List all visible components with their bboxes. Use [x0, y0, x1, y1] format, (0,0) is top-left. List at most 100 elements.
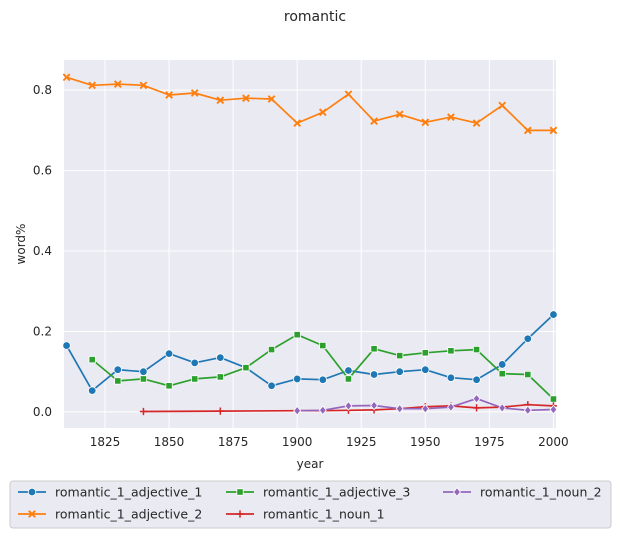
- data-point: [190, 358, 199, 368]
- series-line-romantic_1_adjective_2: [66, 76, 554, 132]
- data-point: [447, 113, 455, 121]
- data-point: [447, 402, 455, 412]
- data-point: [344, 90, 353, 99]
- series-markers: [62, 73, 558, 416]
- data-point: [318, 405, 327, 416]
- y-tick-label: 0.8: [33, 83, 52, 97]
- data-point: [395, 403, 404, 414]
- data-point: [472, 404, 481, 412]
- data-point: [472, 119, 481, 128]
- legend: romantic_1_adjective_1 romantic_1_adjecti…: [9, 480, 612, 529]
- data-point: [114, 377, 122, 385]
- x-tick-label: 1925: [346, 435, 377, 449]
- x-tick-label: 1850: [154, 435, 185, 449]
- data-point: [293, 331, 301, 339]
- legend-marker: [236, 510, 244, 518]
- data-point: [395, 367, 404, 376]
- y-tick-label: 0.2: [33, 324, 52, 338]
- data-point: [216, 407, 224, 415]
- data-point: [421, 349, 429, 357]
- data-point: [319, 341, 327, 350]
- data-point: [421, 403, 430, 414]
- data-point: [395, 110, 404, 119]
- data-point: [524, 370, 532, 379]
- legend-entry: romantic_1_adjective_1: [55, 485, 202, 500]
- data-point: [216, 373, 224, 381]
- data-point: [370, 117, 378, 126]
- data-point: [396, 352, 404, 360]
- data-point: [421, 365, 430, 374]
- data-point: [293, 405, 302, 416]
- data-point: [62, 341, 71, 350]
- data-point: [165, 91, 173, 99]
- x-tick-label: 1875: [218, 435, 249, 449]
- y-tick-label: 0.4: [33, 244, 52, 258]
- legend-marker: [453, 487, 461, 497]
- data-point: [472, 375, 481, 384]
- data-point: [549, 310, 558, 319]
- data-point: [446, 373, 456, 382]
- data-point: [370, 400, 378, 411]
- y-axis-ticks: 0.0 0.2 0.4 0.6 0.8: [33, 83, 52, 419]
- data-point: [267, 345, 276, 354]
- data-point: [267, 95, 276, 103]
- series-line-romantic_1_adjective_1: [65, 313, 554, 392]
- data-point: [139, 367, 148, 376]
- data-point: [113, 80, 122, 89]
- data-point: [165, 382, 173, 390]
- data-point: [370, 345, 378, 353]
- data-point: [139, 407, 148, 416]
- data-point: [292, 374, 302, 384]
- legend-marker: [27, 487, 37, 497]
- legend-entry: romantic_1_adjective_3: [263, 485, 410, 500]
- x-axis-label: year: [297, 457, 324, 471]
- data-point: [421, 118, 430, 127]
- data-point: [318, 375, 328, 384]
- data-point: [523, 334, 533, 343]
- data-point: [472, 345, 481, 354]
- x-tick-label: 1975: [474, 435, 505, 449]
- legend-marker: [28, 510, 36, 518]
- x-tick-label: 1825: [90, 435, 121, 449]
- data-point: [88, 81, 97, 90]
- x-axis-ticks: 1825 1850 1875 1900 1925 1950 1975 2000: [90, 435, 569, 449]
- chart-title: romantic: [284, 9, 346, 25]
- data-point: [498, 370, 506, 378]
- data-point: [472, 393, 481, 404]
- data-point: [88, 356, 96, 364]
- data-point: [139, 375, 148, 383]
- data-point: [523, 405, 532, 416]
- data-point: [191, 375, 199, 383]
- data-point: [549, 395, 558, 403]
- data-point: [242, 364, 250, 372]
- data-point: [164, 349, 174, 358]
- data-point: [344, 366, 353, 375]
- data-point: [87, 386, 97, 395]
- data-point: [344, 375, 353, 383]
- legend-marker: [236, 488, 244, 496]
- data-point: [344, 401, 353, 411]
- data-point: [447, 347, 455, 355]
- data-point: [267, 381, 276, 390]
- data-point: [139, 81, 148, 90]
- data-point: [216, 96, 225, 105]
- data-point: [498, 403, 507, 413]
- x-tick-label: 2000: [538, 435, 569, 449]
- data-point: [242, 94, 250, 103]
- data-point: [318, 108, 327, 117]
- data-point: [62, 73, 71, 82]
- data-point: [497, 360, 507, 369]
- data-point: [293, 119, 302, 128]
- legend-entry: romantic_1_noun_2: [480, 485, 602, 500]
- data-point: [216, 353, 225, 362]
- data-point: [369, 370, 379, 379]
- data-point: [190, 89, 199, 97]
- data-point: [523, 126, 532, 135]
- legend-entry: romantic_1_noun_1: [263, 507, 385, 522]
- x-tick-label: 1950: [410, 435, 441, 449]
- x-tick-label: 1900: [282, 435, 313, 449]
- y-axis-label: word%: [14, 224, 28, 265]
- data-point: [498, 101, 507, 110]
- data-point: [549, 404, 558, 415]
